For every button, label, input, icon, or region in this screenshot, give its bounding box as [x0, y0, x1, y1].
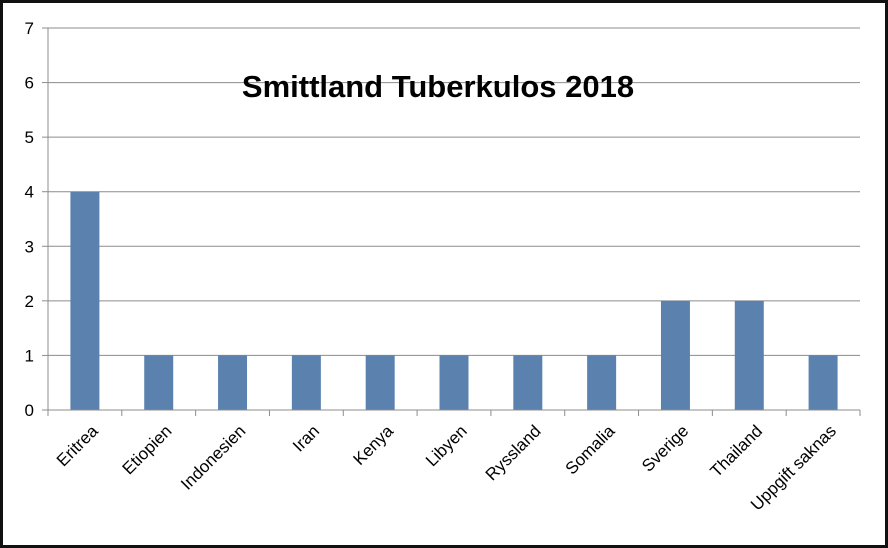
x-tick-label: Libyen [422, 421, 471, 470]
axes [42, 27, 861, 416]
bar-kenya [365, 355, 395, 410]
x-tick-label: Kenya [349, 421, 397, 469]
bar-thailand [734, 300, 764, 410]
y-tick-label: 1 [25, 346, 34, 365]
bar-ryssland [513, 355, 543, 410]
bar-libyen [439, 355, 469, 410]
y-tick-label: 2 [25, 292, 34, 311]
x-tick-labels: Eritrea Etiopien Indonesien Iran Kenya Libyen… [53, 421, 840, 514]
bar-etiopien [144, 355, 174, 410]
y-tick-label: 4 [25, 183, 34, 202]
x-tick-label: Somalia [562, 421, 619, 478]
x-tick-label: Ryssland [482, 421, 545, 484]
bars [70, 191, 838, 410]
x-tick-label: Sverige [638, 421, 692, 475]
bar-eritrea [70, 191, 100, 410]
bar-sverige [660, 300, 690, 410]
y-tick-label: 3 [25, 237, 34, 256]
y-tick-labels: 0 1 2 3 4 5 6 7 [25, 19, 34, 420]
bar-indonesien [218, 355, 248, 410]
gridlines [48, 27, 860, 356]
y-tick-label: 6 [25, 74, 34, 93]
y-tick-label: 0 [25, 401, 34, 420]
x-tick-label: Etiopien [119, 421, 176, 478]
bar-uppgift-saknas [808, 355, 838, 410]
bar-somalia [587, 355, 617, 410]
y-tick-label: 7 [25, 19, 34, 38]
chart-title: Smittland Tuberkulos 2018 [242, 69, 634, 104]
y-tick-label: 5 [25, 128, 34, 147]
x-tick-label: Indonesien [177, 421, 249, 493]
bar-iran [291, 355, 321, 410]
x-tick-label: Thailand [707, 421, 767, 481]
x-tick-label: Eritrea [53, 421, 102, 470]
x-tick-label: Iran [289, 421, 323, 455]
